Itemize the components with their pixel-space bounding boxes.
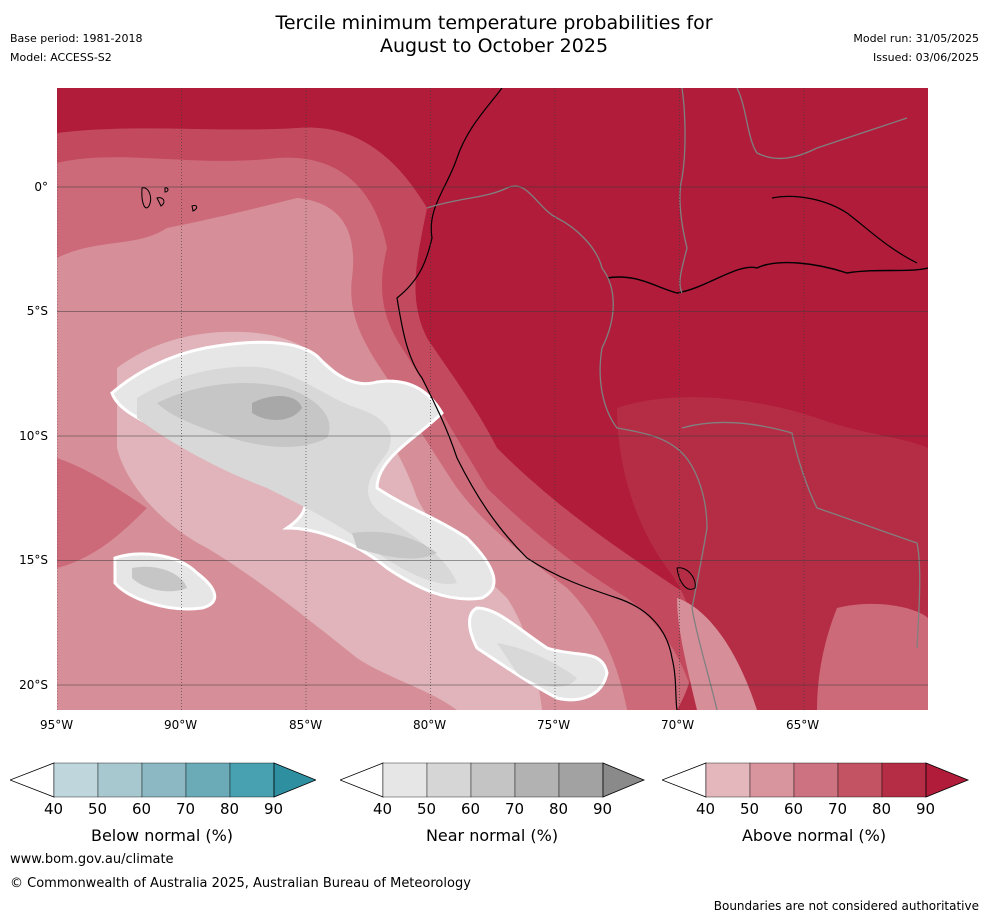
below-tick-40: 40 [44,800,64,818]
title-line-2: August to October 2025 [379,35,609,57]
issued-date: Issued: 03/06/2025 [872,51,979,64]
near-tick-40: 40 [373,800,393,818]
copyright-text: © Commonwealth of Australia 2025, Austra… [10,876,471,891]
probability-map [57,88,928,710]
region-near-60-b [352,531,437,559]
near-tick-80: 80 [549,800,569,818]
colorbar-below-swatches [8,762,318,798]
below-tick-50: 50 [88,800,108,818]
lon-tick-90w: 90°W [164,718,198,732]
lat-gridlines [57,186,928,686]
near-tick-60: 60 [461,800,481,818]
lat-tick-10s: 10°S [19,429,48,443]
country-borders-north [736,88,908,160]
coastline [396,88,678,710]
country-borders-colombia [679,88,688,294]
website-link[interactable]: www.bom.gov.au/climate [10,852,174,867]
above-tick-40: 40 [696,800,716,818]
lat-tick-5s: 5°S [26,304,48,318]
lon-tick-80w: 80°W [413,718,447,732]
region-above-70-interior [817,603,928,710]
map-canvas [57,88,928,710]
lon-tick-95w: 95°W [40,718,74,732]
lat-tick-0: 0° [34,180,48,194]
title-line-1: Tercile minimum temperature probabilitie… [275,12,713,34]
lon-tick-85w: 85°W [289,718,323,732]
above-tick-60: 60 [784,800,804,818]
model-run: Model run: 31/05/2025 [853,32,979,45]
below-tick-90: 90 [264,800,284,818]
region-near-60-c [132,566,187,592]
below-tick-60: 60 [132,800,152,818]
river-north [771,195,918,264]
country-borders-peru [426,185,718,710]
lon-tick-70w: 70°W [661,718,695,732]
above-tick-80: 80 [872,800,892,818]
colorbar-below-normal: 40 50 60 70 80 90 Below normal (%) [8,762,318,845]
below-tick-80: 80 [220,800,240,818]
lon-tick-75w: 75°W [537,718,571,732]
colorbar-near-swatches [338,762,646,798]
below-tick-70: 70 [176,800,196,818]
boundaries-disclaimer: Boundaries are not considered authoritat… [713,899,979,913]
above-tick-70: 70 [828,800,848,818]
model-name: Model: ACCESS-S2 [10,51,112,64]
region-near-70 [252,396,302,420]
near-tick-50: 50 [417,800,437,818]
above-normal-label: Above normal (%) [741,826,887,845]
near-tick-70: 70 [505,800,525,818]
lat-tick-20s: 20°S [19,678,48,692]
below-normal-label: Below normal (%) [90,826,234,845]
near-normal-label: Near normal (%) [425,826,559,845]
region-above-60-altiplano [677,598,757,710]
amazon-river [606,261,928,294]
near-tick-90: 90 [593,800,613,818]
region-near-50-south [497,643,577,688]
lat-tick-15s: 15°S [19,553,48,567]
country-borders-bolivia [681,421,921,649]
lake-titicaca [676,567,696,590]
lon-tick-65w: 65°W [786,718,820,732]
map-title: Tercile minimum temperature probabilitie… [0,12,988,58]
galapagos-islands [141,187,198,212]
above-tick-50: 50 [740,800,760,818]
colorbar-above-normal: 40 50 60 70 80 90 Above normal (%) [660,762,970,845]
base-period: Base period: 1981-2018 [10,32,143,45]
colorbar-near-normal: 40 50 60 70 80 90 Near normal (%) [338,762,646,845]
above-tick-90: 90 [916,800,936,818]
colorbar-above-swatches [660,762,970,798]
